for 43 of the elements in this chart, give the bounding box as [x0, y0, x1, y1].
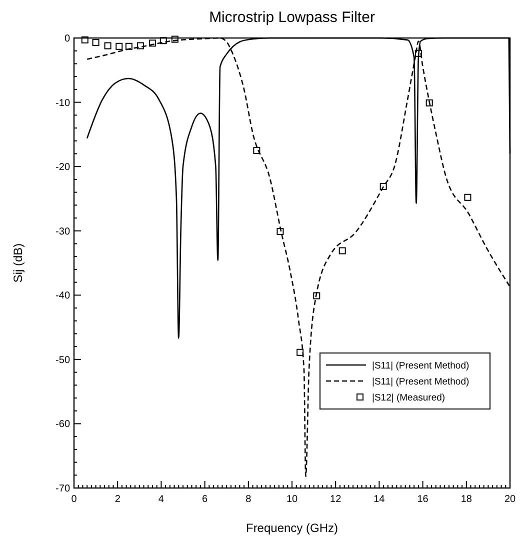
point — [338, 247, 346, 254]
point — [380, 183, 387, 190]
y-axis-title: Sij (dB) — [11, 243, 25, 283]
x-tick-label: 8 — [246, 494, 252, 505]
x-tick-label: 4 — [158, 494, 164, 505]
y-tick-label: -40 — [56, 290, 70, 302]
x-tick-label: 20 — [504, 494, 516, 505]
y-tick-label: -50 — [56, 354, 70, 366]
point — [148, 40, 156, 47]
point — [81, 36, 88, 44]
y-tick-label: 0 — [64, 34, 70, 44]
point — [171, 36, 178, 43]
point — [116, 42, 123, 50]
point — [253, 147, 260, 154]
x-tick-label: 0 — [71, 494, 78, 505]
y-tick-label: -60 — [56, 419, 70, 430]
point — [104, 42, 112, 50]
x-tick-label: 12 — [330, 494, 342, 505]
point — [160, 37, 167, 44]
point — [313, 292, 320, 300]
point — [125, 42, 132, 50]
x-tick-label: 16 — [417, 494, 429, 505]
point — [426, 99, 433, 106]
y-tick-label: -20 — [56, 162, 70, 174]
x-tick-label: 10 — [286, 494, 298, 505]
point — [136, 42, 144, 50]
x-tick-label: 2 — [114, 494, 121, 505]
point — [296, 348, 304, 356]
point — [414, 50, 422, 57]
point — [276, 228, 284, 235]
legend-label: |S11| (Present Method) — [372, 376, 470, 388]
legend-label: |S12| (Measured) — [372, 392, 446, 404]
x-tick-label: 18 — [460, 494, 472, 505]
point — [464, 194, 472, 201]
y-tick-label: -10 — [56, 98, 70, 109]
y-tick-label: -30 — [56, 226, 70, 238]
x-axis-title: Frequency (GHz) — [246, 521, 338, 535]
y-tick-label: -70 — [56, 484, 70, 494]
x-tick-label: 6 — [202, 494, 208, 505]
legend-label: |S11| (Present Method) — [372, 360, 470, 372]
point — [92, 39, 100, 46]
x-tick-label: 14 — [374, 494, 386, 505]
chart-title: Microstrip Lowpass Filter — [209, 9, 375, 26]
